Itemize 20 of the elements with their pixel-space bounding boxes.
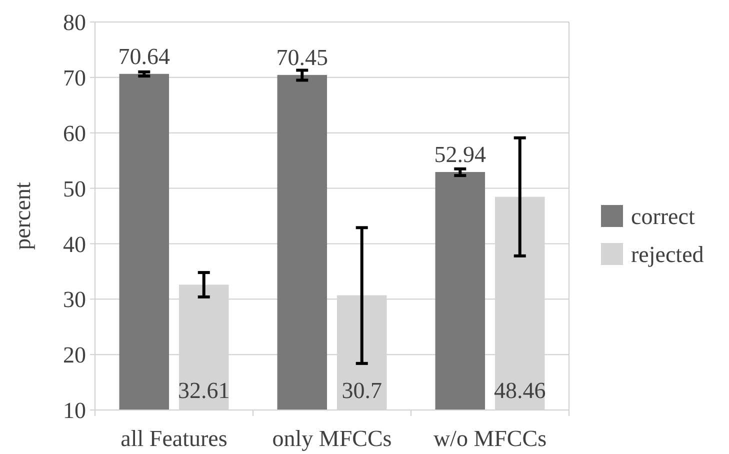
legend-label: rejected: [631, 242, 704, 268]
y-tick-label: 40: [63, 232, 86, 257]
data-label: 48.46: [494, 378, 546, 403]
data-label: 30.7: [342, 378, 382, 403]
y-tick-label: 80: [63, 10, 86, 36]
data-label: 52.94: [434, 142, 487, 167]
y-tick-label: 60: [63, 120, 86, 146]
data-label: 70.45: [276, 44, 328, 70]
y-tick-label: 70: [63, 65, 86, 90]
legend-label: correct: [631, 204, 696, 230]
y-tick-label: 10: [63, 398, 86, 424]
x-tick-label: only MFCCs: [272, 426, 392, 451]
y-tick-label: 20: [63, 342, 86, 368]
x-tick-label: all Features: [120, 426, 228, 451]
y-axis-title: percent: [10, 182, 35, 250]
data-label: 70.64: [118, 44, 171, 69]
y-tick-label: 30: [63, 287, 86, 312]
data-label: 32.61: [178, 378, 230, 403]
y-tick-label: 50: [63, 176, 86, 202]
x-tick-label: w/o MFCCs: [433, 426, 547, 451]
